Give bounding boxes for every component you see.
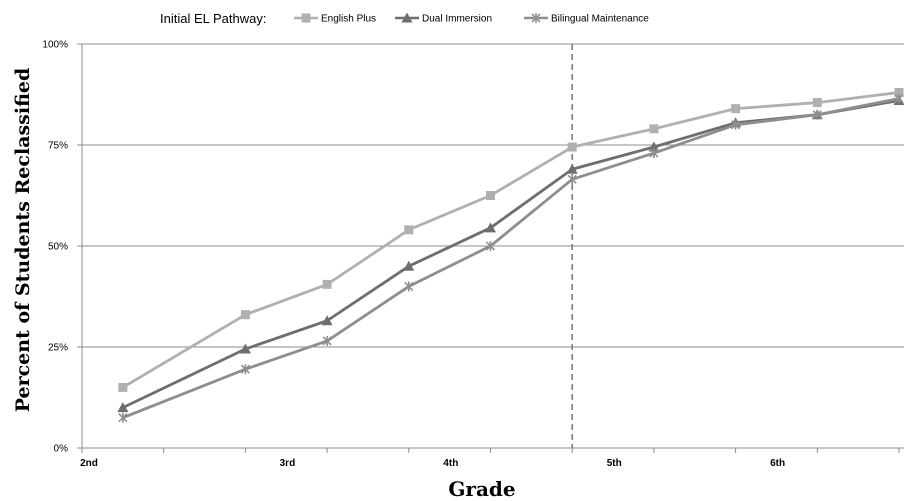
data-point-dual-immersion xyxy=(566,163,578,174)
y-tick-label: 0% xyxy=(54,444,69,455)
legend-item-dual-immersion: Dual Immersion xyxy=(395,12,492,25)
series-layer xyxy=(117,87,904,423)
series-line-english-plus xyxy=(122,91,900,389)
y-tick-label: 100% xyxy=(42,40,68,51)
data-point-bilingual-maintenance xyxy=(118,412,128,423)
data-point-english-plus xyxy=(812,98,822,108)
data-point-dual-immersion xyxy=(117,402,129,413)
series-english-plus xyxy=(118,87,904,392)
x-tick-label: 5th xyxy=(607,458,622,469)
y-tick-label: 75% xyxy=(48,141,68,152)
y-axis-title: Percent of Students Reclassified xyxy=(12,68,34,413)
legend-label-english-plus: English Plus xyxy=(321,14,376,25)
data-point-bilingual-maintenance xyxy=(567,174,577,185)
data-point-english-plus xyxy=(731,104,741,114)
data-point-english-plus xyxy=(118,382,128,392)
series-line-dual-immersion xyxy=(122,99,900,409)
data-point-bilingual-maintenance xyxy=(404,281,414,292)
data-point-dual-immersion xyxy=(239,343,251,354)
x-tick-label: 4th xyxy=(443,458,458,469)
legend: Initial EL Pathway: English Plus Dual Imm… xyxy=(160,11,649,26)
x-axis-title: Grade xyxy=(448,477,515,501)
data-point-english-plus xyxy=(567,142,577,152)
series-bilingual-maintenance xyxy=(118,93,904,423)
data-point-english-plus xyxy=(322,279,332,289)
y-tick-label: 25% xyxy=(48,343,68,354)
series-line-bilingual-maintenance xyxy=(122,97,900,420)
data-point-english-plus xyxy=(649,124,659,134)
legend-item-bilingual-maintenance: Bilingual Maintenance xyxy=(524,13,649,25)
data-point-bilingual-maintenance xyxy=(731,119,741,130)
data-point-bilingual-maintenance xyxy=(322,335,332,346)
data-point-dual-immersion xyxy=(648,141,660,152)
gridlines xyxy=(82,43,904,348)
legend-item-english-plus: English Plus xyxy=(294,13,376,25)
data-point-english-plus xyxy=(894,87,904,97)
data-point-dual-immersion xyxy=(321,315,333,326)
x-tick-label: 3rd xyxy=(280,458,296,469)
x-tick-label: 2nd xyxy=(80,458,98,469)
data-point-dual-immersion xyxy=(403,260,415,271)
data-point-english-plus xyxy=(404,225,414,235)
legend-label-bilingual-maintenance: Bilingual Maintenance xyxy=(551,14,649,25)
legend-title: Initial EL Pathway: xyxy=(160,11,266,26)
data-point-bilingual-maintenance xyxy=(485,241,496,251)
data-point-dual-immersion xyxy=(485,222,496,233)
legend-marker-dual-immersion xyxy=(401,12,413,23)
series-dual-immersion xyxy=(117,95,904,413)
data-point-english-plus xyxy=(486,191,495,200)
data-point-bilingual-maintenance xyxy=(649,148,659,159)
axes: 0%25%50%75%100%2nd3rd4th5th6th7th xyxy=(42,40,904,469)
data-point-bilingual-maintenance xyxy=(240,364,250,375)
y-tick-label: 50% xyxy=(48,242,68,253)
legend-marker-bilingual-maintenance xyxy=(531,13,541,23)
legend-marker-english-plus xyxy=(301,13,311,23)
legend-label-dual-immersion: Dual Immersion xyxy=(422,14,492,25)
data-point-english-plus xyxy=(240,310,250,320)
data-point-bilingual-maintenance xyxy=(812,109,822,120)
data-point-bilingual-maintenance xyxy=(894,93,904,104)
x-tick-label: 6th xyxy=(770,458,785,469)
